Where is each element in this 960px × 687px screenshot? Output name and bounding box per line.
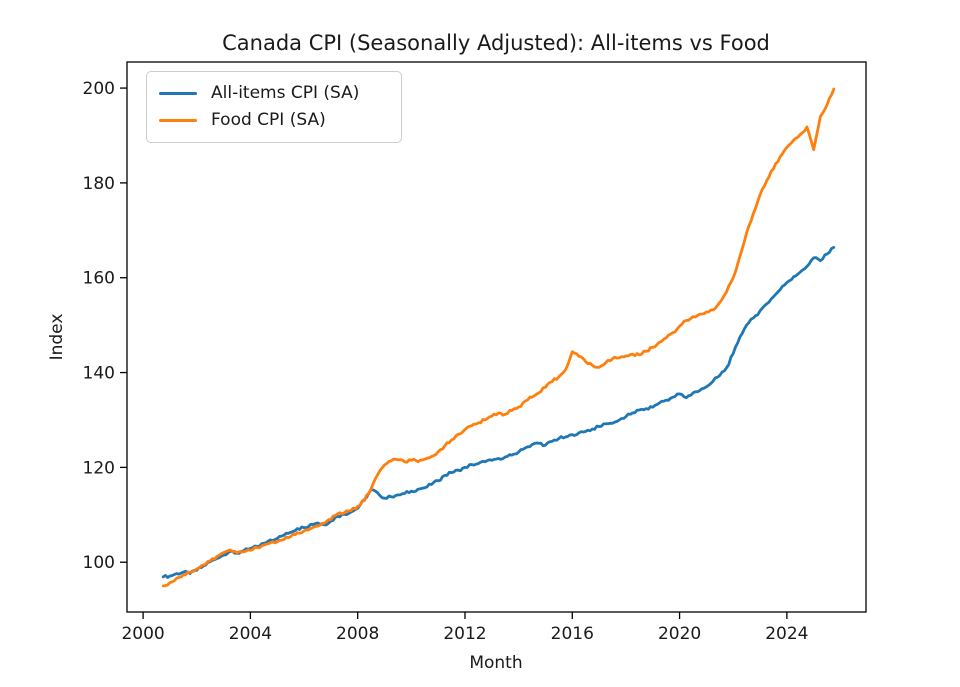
legend-item-all-items: All-items CPI (SA) bbox=[159, 84, 389, 103]
legend-label-all-items: All-items CPI (SA) bbox=[211, 83, 360, 104]
x-tick-label: 2020 bbox=[658, 624, 701, 644]
y-tick-label: 100 bbox=[83, 553, 115, 573]
legend-swatch-all-items-icon bbox=[159, 91, 197, 96]
plot-area: 2000 2004 2008 2012 2016 2020 2024 100 120 140 160… bbox=[83, 61, 867, 644]
x-tick-label: 2016 bbox=[551, 624, 594, 644]
x-tick-label: 2000 bbox=[121, 624, 164, 644]
axes-frame bbox=[126, 61, 867, 613]
y-axis-label: Index bbox=[47, 314, 67, 361]
y-tick-label: 120 bbox=[83, 458, 115, 478]
legend-label-food: Food CPI (SA) bbox=[211, 110, 326, 131]
chart-title: Canada CPI (Seasonally Adjusted): All-it… bbox=[222, 31, 770, 55]
series-line-food-cpi-sa bbox=[161, 87, 836, 588]
series-line-all-items-cpi-sa bbox=[161, 246, 836, 579]
y-tick-label: 140 bbox=[83, 364, 115, 384]
y-tick-label: 160 bbox=[83, 269, 115, 289]
x-tick-label: 2024 bbox=[765, 624, 808, 644]
x-tick-label: 2004 bbox=[229, 624, 272, 644]
legend-swatch-food-icon bbox=[159, 118, 197, 123]
x-axis-label: Month bbox=[469, 653, 522, 673]
legend-item-food: Food CPI (SA) bbox=[159, 111, 389, 130]
y-tick-label: 180 bbox=[83, 174, 115, 194]
legend: All-items CPI (SA) Food CPI (SA) bbox=[146, 71, 402, 143]
x-tick-label: 2008 bbox=[336, 624, 379, 644]
x-tick-label: 2012 bbox=[443, 624, 486, 644]
y-tick-label: 200 bbox=[83, 79, 115, 99]
